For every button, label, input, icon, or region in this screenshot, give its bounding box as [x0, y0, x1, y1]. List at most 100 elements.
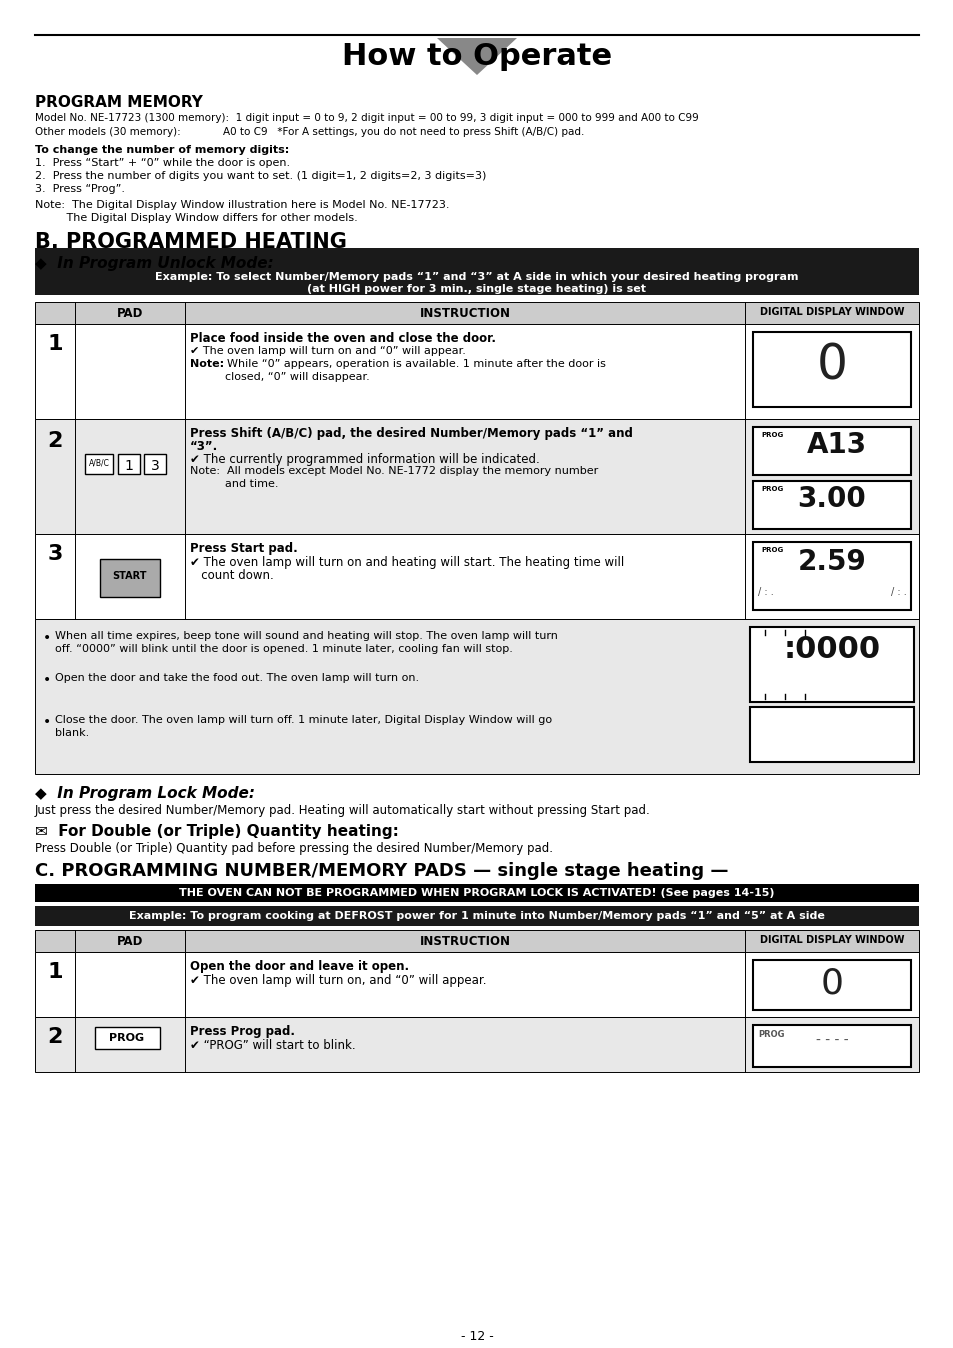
Text: ✔ The oven lamp will turn on and “0” will appear.: ✔ The oven lamp will turn on and “0” wil… [190, 346, 465, 356]
Text: 2: 2 [48, 1027, 63, 1047]
Text: ✔ “PROG” will start to blink.: ✔ “PROG” will start to blink. [190, 1039, 355, 1051]
Text: Note:: Note: [190, 359, 224, 369]
Text: - - - -: - - - - [815, 1033, 847, 1047]
Text: How to Operate: How to Operate [341, 42, 612, 71]
Text: THE OVEN CAN NOT BE PROGRAMMED WHEN PROGRAM LOCK IS ACTIVATED! (See pages 14-15): THE OVEN CAN NOT BE PROGRAMMED WHEN PROG… [179, 888, 774, 898]
Text: PROG: PROG [110, 1033, 145, 1043]
Text: Model No. NE-17723 (1300 memory):  1 digit input = 0 to 9, 2 digit input = 00 to: Model No. NE-17723 (1300 memory): 1 digi… [35, 113, 698, 123]
Text: The Digital Display Window differs for other models.: The Digital Display Window differs for o… [35, 213, 357, 222]
Text: count down.: count down. [190, 569, 274, 582]
Bar [752, 332, 910, 407]
Text: INSTRUCTION: INSTRUCTION [419, 936, 510, 948]
Text: blank.: blank. [55, 728, 90, 737]
Text: and time.: and time. [190, 479, 278, 489]
Text: 3.  Press “Prog”.: 3. Press “Prog”. [35, 183, 125, 194]
Bar [749, 706, 913, 762]
Text: Just press the desired Number/Memory pad. Heating will automatically start witho: Just press the desired Number/Memory pad… [35, 803, 650, 817]
Bar [95, 1027, 160, 1049]
Text: A13: A13 [806, 431, 866, 460]
Text: 1: 1 [48, 962, 63, 981]
Text: 1.  Press “Start” + “0” while the door is open.: 1. Press “Start” + “0” while the door is… [35, 158, 290, 168]
Text: 2.  Press the number of digits you want to set. (1 digit=1, 2 digits=2, 3 digits: 2. Press the number of digits you want t… [35, 171, 486, 181]
Text: Press Start pad.: Press Start pad. [190, 542, 297, 555]
Text: Close the door. The oven lamp will turn off. 1 minute later, Digital Display Win: Close the door. The oven lamp will turn … [55, 714, 552, 725]
Text: closed, “0” will disappear.: closed, “0” will disappear. [190, 372, 370, 381]
Text: 3.00: 3.00 [797, 485, 865, 514]
Text: PROG: PROG [760, 431, 782, 438]
Bar [749, 627, 913, 702]
Text: Open the door and leave it open.: Open the door and leave it open. [190, 960, 409, 973]
Bar [35, 906, 918, 926]
Bar [752, 481, 910, 528]
Text: Other models (30 memory):             A0 to C9   *For A settings, you do not nee: Other models (30 memory): A0 to C9 *For … [35, 127, 584, 137]
Bar [752, 427, 910, 474]
Text: 1: 1 [125, 460, 133, 473]
Text: PROG: PROG [760, 487, 782, 492]
Text: DIGITAL DISPLAY WINDOW: DIGITAL DISPLAY WINDOW [759, 307, 903, 317]
Text: PROG: PROG [758, 1030, 783, 1039]
Bar [35, 248, 918, 295]
Bar [752, 960, 910, 1010]
Text: B. PROGRAMMED HEATING: B. PROGRAMMED HEATING [35, 232, 347, 252]
Text: START: START [112, 572, 147, 581]
Bar [35, 884, 918, 902]
Text: 2.59: 2.59 [797, 549, 865, 576]
Text: Example: To select Number/Memory pads “1” and “3” at A side in which your desire: Example: To select Number/Memory pads “1… [155, 272, 798, 282]
Text: C. PROGRAMMING NUMBER/MEMORY PADS — single stage heating —: C. PROGRAMMING NUMBER/MEMORY PADS — sing… [35, 861, 728, 880]
Bar [35, 952, 918, 1016]
Text: 2: 2 [48, 431, 63, 452]
Text: off. “0000” will blink until the door is opened. 1 minute later, cooling fan wil: off. “0000” will blink until the door is… [55, 644, 513, 654]
Bar [752, 542, 910, 611]
Text: Press Double (or Triple) Quantity pad before pressing the desired Number/Memory : Press Double (or Triple) Quantity pad be… [35, 842, 553, 855]
Text: •: • [43, 673, 51, 687]
Text: ◆  In Program Lock Mode:: ◆ In Program Lock Mode: [35, 786, 254, 801]
Bar [35, 324, 918, 419]
Bar [35, 534, 918, 619]
Bar [85, 454, 112, 474]
Text: ◆  In Program Unlock Mode:: ◆ In Program Unlock Mode: [35, 256, 274, 271]
Text: (at HIGH power for 3 min., single stage heating) is set: (at HIGH power for 3 min., single stage … [307, 284, 646, 294]
Text: / : .: / : . [758, 586, 773, 597]
Text: PROGRAM MEMORY: PROGRAM MEMORY [35, 94, 203, 111]
Text: 0: 0 [820, 967, 842, 1000]
Text: - 12 -: - 12 - [460, 1330, 493, 1343]
Text: •: • [43, 714, 51, 729]
Text: •: • [43, 631, 51, 644]
Text: DIGITAL DISPLAY WINDOW: DIGITAL DISPLAY WINDOW [759, 936, 903, 945]
Text: :0000: :0000 [782, 635, 880, 665]
Bar [144, 454, 166, 474]
Text: While “0” appears, operation is available. 1 minute after the door is: While “0” appears, operation is availabl… [220, 359, 605, 369]
Bar [35, 1016, 918, 1072]
Text: 3: 3 [48, 545, 63, 563]
Text: ✔ The oven lamp will turn on, and “0” will appear.: ✔ The oven lamp will turn on, and “0” wi… [190, 975, 486, 987]
Text: 1: 1 [48, 334, 63, 355]
Text: Example: To program cooking at DEFROST power for 1 minute into Number/Memory pad: Example: To program cooking at DEFROST p… [129, 911, 824, 921]
Text: / : .: / : . [890, 586, 905, 597]
Text: 3: 3 [151, 460, 159, 473]
Bar [35, 930, 918, 952]
Text: A/B/C: A/B/C [89, 460, 110, 468]
Text: Note:  The Digital Display Window illustration here is Model No. NE-17723.: Note: The Digital Display Window illustr… [35, 200, 449, 210]
Bar [35, 619, 918, 774]
Text: ✔ The oven lamp will turn on and heating will start. The heating time will: ✔ The oven lamp will turn on and heating… [190, 555, 623, 569]
Text: Note:  All models except Model No. NE-1772 display the memory number: Note: All models except Model No. NE-177… [190, 466, 598, 476]
Text: ✔ The currently programmed information will be indicated.: ✔ The currently programmed information w… [190, 453, 539, 466]
Text: INSTRUCTION: INSTRUCTION [419, 307, 510, 319]
Bar [35, 419, 918, 534]
Bar [100, 559, 160, 597]
Text: ✉  For Double (or Triple) Quantity heating:: ✉ For Double (or Triple) Quantity heatin… [35, 824, 398, 838]
Text: PAD: PAD [116, 307, 143, 319]
Text: Open the door and take the food out. The oven lamp will turn on.: Open the door and take the food out. The… [55, 673, 418, 683]
Text: When all time expires, beep tone will sound and heating will stop. The oven lamp: When all time expires, beep tone will so… [55, 631, 558, 642]
Text: 0: 0 [816, 342, 846, 390]
Text: Place food inside the oven and close the door.: Place food inside the oven and close the… [190, 332, 496, 345]
Text: PAD: PAD [116, 936, 143, 948]
Bar [752, 1024, 910, 1068]
Text: To change the number of memory digits:: To change the number of memory digits: [35, 146, 289, 155]
Text: PROG: PROG [760, 547, 782, 553]
Bar [35, 302, 918, 324]
Text: Press Prog pad.: Press Prog pad. [190, 1024, 294, 1038]
Bar [118, 454, 140, 474]
Text: Press Shift (A/B/C) pad, the desired Number/Memory pads “1” and: Press Shift (A/B/C) pad, the desired Num… [190, 427, 632, 439]
Polygon shape [436, 38, 517, 75]
